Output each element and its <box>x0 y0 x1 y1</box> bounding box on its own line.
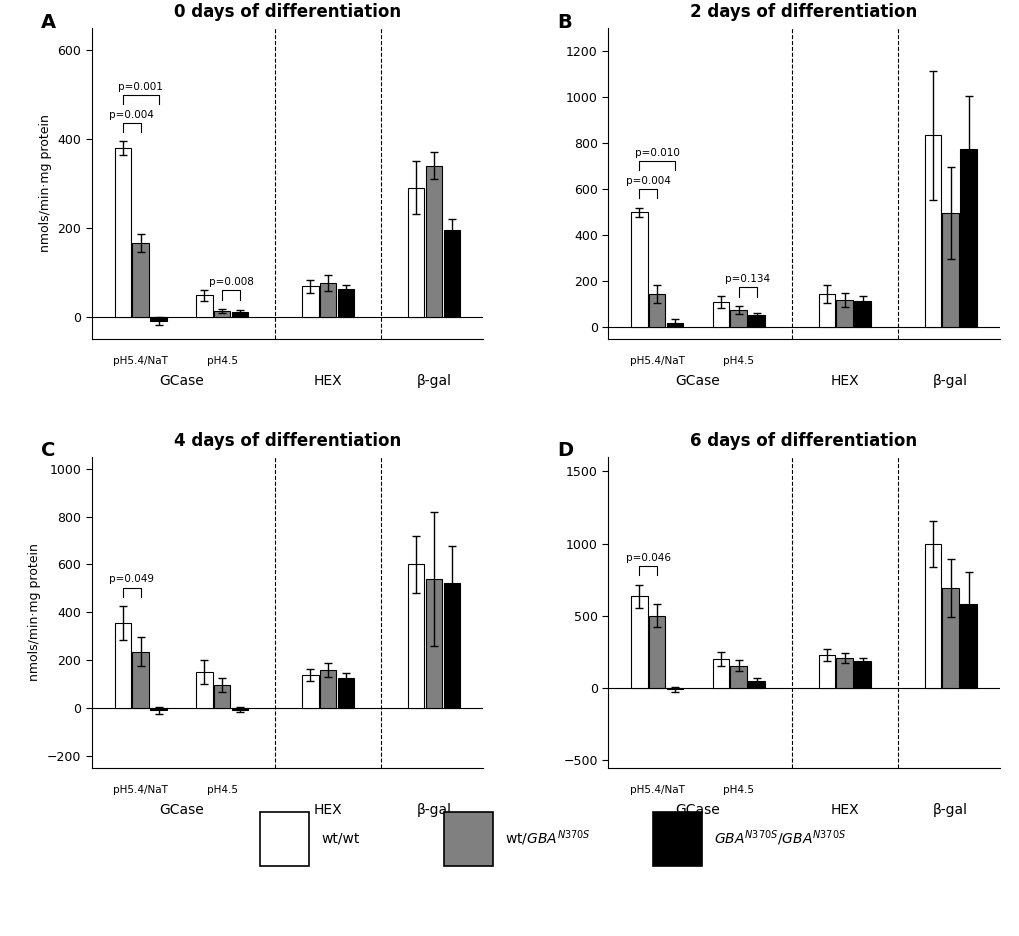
Bar <box>150 708 167 710</box>
Bar <box>132 651 149 708</box>
Bar <box>942 588 958 688</box>
Text: $\mathit{GBA}^{N370S}$/$\mathit{GBA}^{N370S}$: $\mathit{GBA}^{N370S}$/$\mathit{GBA}^{N3… <box>713 829 846 848</box>
Bar <box>817 294 835 328</box>
Bar <box>443 230 460 316</box>
Text: pH4.5: pH4.5 <box>722 784 753 795</box>
Bar <box>631 596 647 688</box>
Bar <box>320 284 336 316</box>
Text: C: C <box>41 441 55 461</box>
Bar <box>631 212 647 328</box>
Bar <box>666 688 683 690</box>
Bar <box>426 166 442 316</box>
Text: HEX: HEX <box>829 374 858 388</box>
Text: p=0.004: p=0.004 <box>109 110 154 120</box>
Text: B: B <box>557 12 572 32</box>
Bar <box>231 708 249 709</box>
Text: HEX: HEX <box>829 803 858 817</box>
Text: p=0.046: p=0.046 <box>625 553 671 563</box>
Bar <box>408 564 424 708</box>
Bar <box>214 312 230 316</box>
Text: GCase: GCase <box>675 374 719 388</box>
Text: p=0.001: p=0.001 <box>118 81 163 92</box>
Bar <box>196 295 212 316</box>
Bar <box>666 323 683 328</box>
Text: β-gal: β-gal <box>417 374 451 388</box>
Text: p=0.004: p=0.004 <box>626 176 671 186</box>
Text: HEX: HEX <box>314 803 342 817</box>
Title: 4 days of differentiation: 4 days of differentiation <box>173 431 400 449</box>
Text: GCase: GCase <box>159 374 204 388</box>
Bar <box>730 665 746 688</box>
Bar <box>426 578 442 708</box>
Text: β-gal: β-gal <box>932 803 967 817</box>
Text: pH5.4/NaT: pH5.4/NaT <box>629 356 684 366</box>
Bar <box>302 286 318 316</box>
Title: 0 days of differentiation: 0 days of differentiation <box>173 3 400 21</box>
Text: β-gal: β-gal <box>932 374 967 388</box>
Bar <box>150 316 167 321</box>
Bar <box>748 315 764 328</box>
Text: A: A <box>41 12 56 32</box>
Title: 2 days of differentiation: 2 days of differentiation <box>690 3 917 21</box>
Bar <box>132 243 149 316</box>
Bar <box>196 672 212 708</box>
Text: pH5.4/NaT: pH5.4/NaT <box>113 784 168 795</box>
Text: wt/wt: wt/wt <box>321 832 360 845</box>
Bar <box>648 294 664 328</box>
Text: pH4.5: pH4.5 <box>722 356 753 366</box>
Bar <box>854 300 870 328</box>
Bar <box>960 605 976 688</box>
Bar <box>712 302 729 328</box>
Bar <box>960 149 976 328</box>
Bar <box>302 675 318 708</box>
Y-axis label: nmols/min·mg protein: nmols/min·mg protein <box>39 114 52 253</box>
Text: β-gal: β-gal <box>417 803 451 817</box>
Text: D: D <box>557 441 573 461</box>
Text: p=0.134: p=0.134 <box>725 274 769 285</box>
Bar <box>114 623 130 708</box>
Bar <box>231 312 249 316</box>
Text: p=0.008: p=0.008 <box>209 277 254 287</box>
Bar <box>748 680 764 688</box>
Bar <box>836 300 852 328</box>
Text: p=0.049: p=0.049 <box>109 575 154 584</box>
Text: pH4.5: pH4.5 <box>207 356 237 366</box>
Title: 6 days of differentiation: 6 days of differentiation <box>690 431 917 449</box>
Text: wt/$\mathit{GBA}^{N370S}$: wt/$\mathit{GBA}^{N370S}$ <box>504 829 590 848</box>
Bar <box>836 658 852 688</box>
Text: GCase: GCase <box>675 803 719 817</box>
Text: p=0.010: p=0.010 <box>634 148 679 158</box>
Bar <box>817 655 835 688</box>
Text: GCase: GCase <box>159 803 204 817</box>
Bar <box>923 135 941 328</box>
Text: pH4.5: pH4.5 <box>207 784 237 795</box>
Text: pH5.4/NaT: pH5.4/NaT <box>113 356 168 366</box>
Bar <box>114 148 130 316</box>
Text: HEX: HEX <box>314 374 342 388</box>
Y-axis label: nmols/min·mg protein: nmols/min·mg protein <box>29 543 42 681</box>
Bar <box>923 544 941 688</box>
Bar <box>337 678 354 708</box>
Bar <box>712 659 729 688</box>
Bar <box>942 213 958 328</box>
Bar <box>443 583 460 708</box>
Text: pH5.4/NaT: pH5.4/NaT <box>629 784 684 795</box>
Bar <box>214 685 230 708</box>
Bar <box>730 310 746 328</box>
Bar <box>337 289 354 316</box>
Bar <box>648 616 664 688</box>
Bar <box>408 188 424 316</box>
Bar <box>854 662 870 688</box>
Bar <box>320 670 336 708</box>
